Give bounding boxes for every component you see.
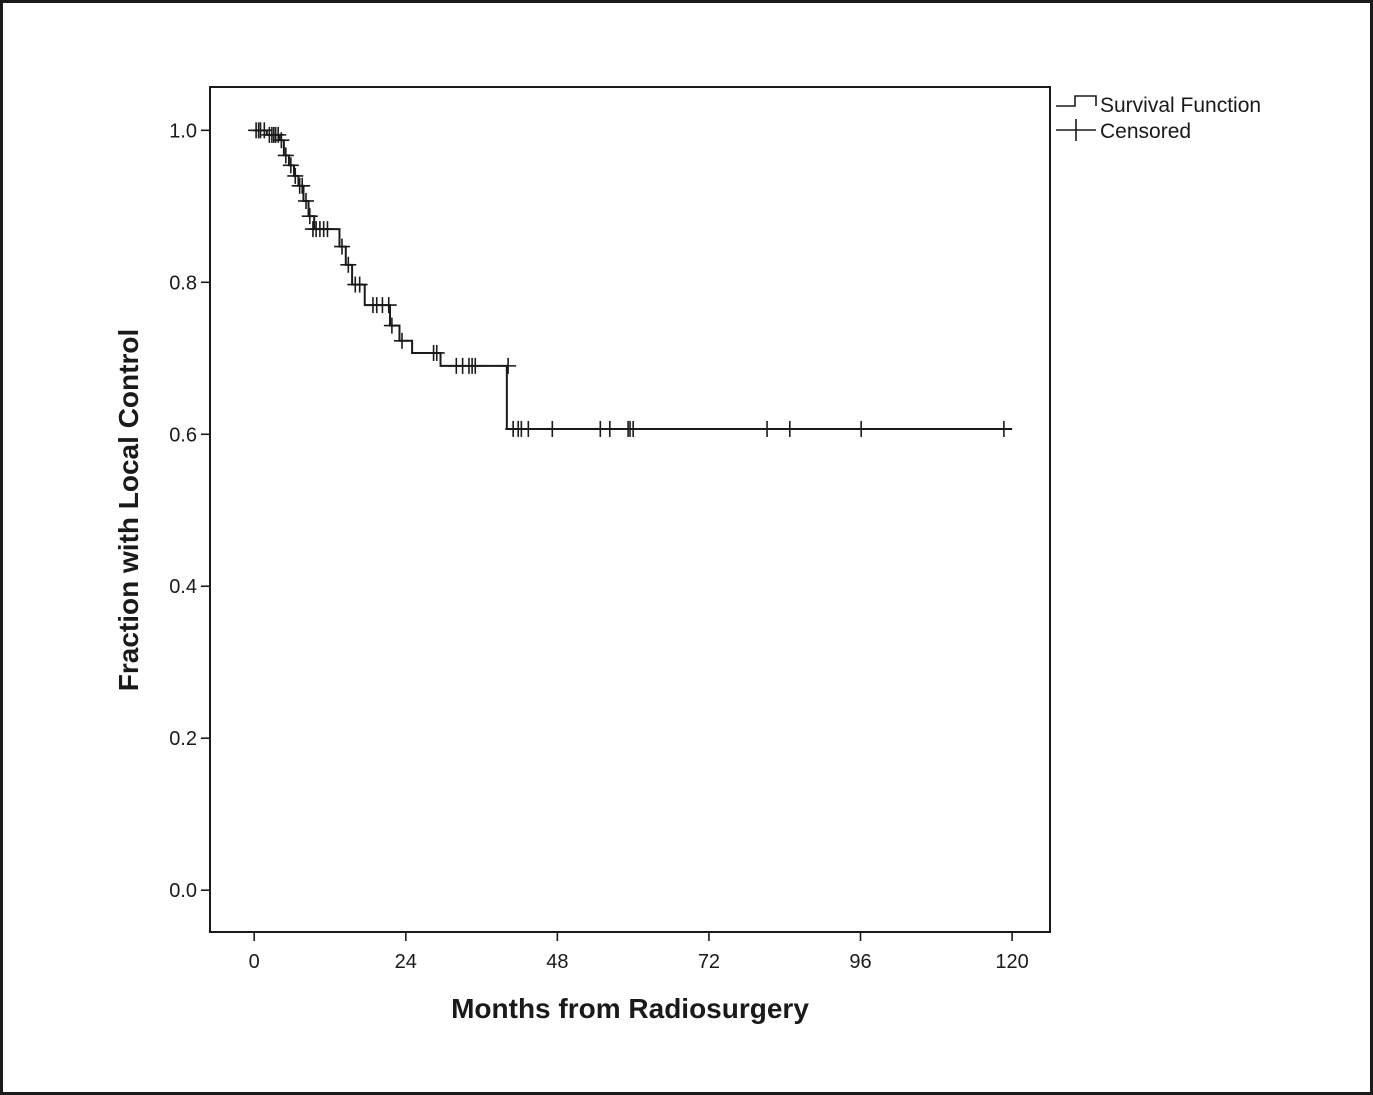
censored-marker: [428, 344, 445, 361]
censored-marker: [383, 317, 400, 334]
x-tick-label: 24: [395, 951, 417, 973]
y-axis: 0.0 0.2 0.4 0.6 0.8 1.0: [169, 120, 210, 902]
y-tick-label: 0.6: [169, 424, 197, 446]
censored-marker: [282, 157, 299, 174]
censored-marker: [287, 167, 304, 184]
censored-marker: [544, 420, 561, 437]
censored-marker: [394, 332, 410, 349]
censored-marker: [294, 177, 311, 194]
plot-area: [209, 86, 1051, 933]
censored-marker: [340, 256, 357, 273]
censored-marker: [995, 420, 1012, 437]
censored-marker: [351, 276, 368, 293]
censored-marker: [334, 238, 350, 255]
censored-marker: [853, 420, 870, 437]
y-tick-label: 0.2: [169, 728, 197, 750]
x-tick-label: 72: [698, 951, 720, 973]
survival-function-line: [254, 129, 1013, 430]
y-tick-label: 1.0: [169, 120, 197, 142]
censored-marker: [601, 420, 618, 437]
legend-censored-label: Censored: [1100, 120, 1191, 143]
censored-markers: [248, 122, 1012, 437]
censored-marker: [273, 132, 290, 149]
x-tick-label: 120: [995, 951, 1028, 973]
censored-marker: [298, 192, 314, 209]
censored-marker: [301, 208, 318, 225]
censored-marker: [781, 420, 798, 437]
y-tick-label: 0.0: [169, 880, 197, 902]
x-tick-label: 0: [249, 951, 260, 973]
y-tick-label: 0.4: [169, 576, 197, 598]
x-axis-title: Months from Radiosurgery: [451, 993, 809, 1024]
x-tick-label: 48: [546, 951, 568, 973]
legend-survival-label: Survival Function: [1100, 94, 1261, 117]
censored-marker: [467, 357, 484, 374]
censored-marker: [625, 420, 642, 437]
censored-marker: [380, 297, 397, 314]
censored-marker: [520, 420, 537, 437]
censored-marker: [500, 357, 517, 374]
censored-marker: [277, 147, 294, 164]
x-axis: 0 24 48 72 96 120: [249, 932, 1029, 973]
x-tick-label: 96: [849, 951, 871, 973]
censored-marker: [759, 420, 776, 437]
legend-survival-swatch: [1056, 95, 1097, 107]
y-tick-label: 0.8: [169, 272, 197, 294]
y-axis-title: Fraction with Local Control: [113, 329, 144, 691]
legend: Survival Function Censored: [1056, 94, 1261, 143]
censored-marker: [319, 221, 336, 238]
